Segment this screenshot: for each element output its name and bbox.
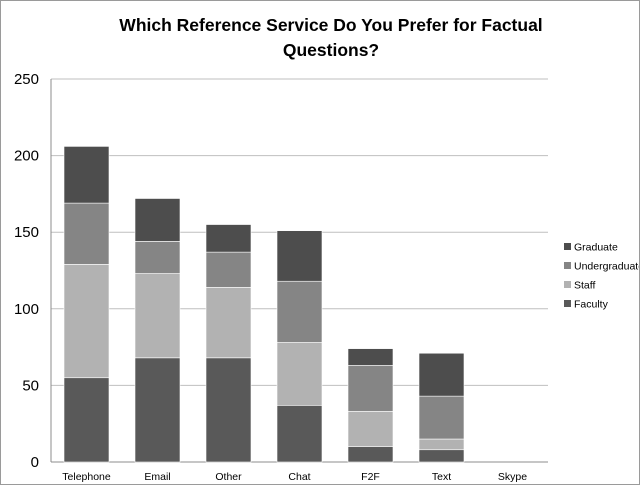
bar-segment-chat-graduate [276,230,323,282]
bar-segment-chat-undergraduate [276,280,323,343]
y-tick-label-150: 150 [14,224,39,241]
legend-label-staff: Staff [574,280,595,292]
legend: Graduate Undergraduate Staff Faculty [564,242,639,311]
y-tick-label-250: 250 [14,71,39,88]
bar-segment-email-faculty [134,357,181,463]
bar-segment-other-graduate [205,224,252,253]
bar-segment-other-undergraduate [205,251,252,288]
legend-swatch-faculty [564,300,571,307]
bar-segment-text-faculty [418,449,465,463]
x-tick-label-text: Text [432,471,451,483]
x-tick-label-telephone: Telephone [62,471,111,483]
x-tick-label-f2f: F2F [361,471,380,483]
bar-segment-text-staff [418,438,465,451]
chart-title: Which Reference Service Do You Prefer fo… [119,15,543,60]
x-tick-label-email: Email [144,471,170,483]
legend-swatch-undergraduate [564,262,571,269]
legend-label-undergraduate: Undergraduate [574,261,639,273]
bar-segment-chat-staff [276,342,323,406]
bar-segment-text-graduate [418,352,465,397]
bar-segment-email-undergraduate [134,241,181,274]
bar-segment-email-graduate [134,198,181,242]
bar-segment-f2f-staff [347,411,394,447]
y-tick-label-0: 0 [31,454,39,471]
y-tick-label-200: 200 [14,148,39,165]
bar-segment-telephone-staff [63,264,110,379]
bar-segment-telephone-faculty [63,377,110,463]
legend-label-graduate: Graduate [574,242,618,254]
legend-swatch-staff [564,281,571,288]
y-tick-label-50: 50 [22,377,39,394]
legend-swatch-graduate [564,243,571,250]
legend-label-faculty: Faculty [574,299,609,311]
x-tick-label-skype: Skype [498,471,527,483]
y-tick-label-100: 100 [14,301,39,318]
bar-segment-f2f-graduate [347,348,394,366]
axis-labels: 0 50 100 150 200 250 Telephone Email Other Chat F2… [14,71,527,483]
bar-segment-other-faculty [205,357,252,463]
bar-segment-f2f-undergraduate [347,365,394,412]
bar-segment-telephone-undergraduate [63,202,110,265]
bar-segment-telephone-graduate [63,146,110,204]
x-tick-label-chat: Chat [288,471,310,483]
bar-segment-chat-faculty [276,405,323,463]
bar-segment-email-staff [134,273,181,359]
x-tick-label-other: Other [215,471,242,483]
bar-segment-f2f-faculty [347,446,394,463]
bar-segment-text-undergraduate [418,395,465,440]
bar-segment-other-staff [205,287,252,359]
bars [63,146,465,463]
